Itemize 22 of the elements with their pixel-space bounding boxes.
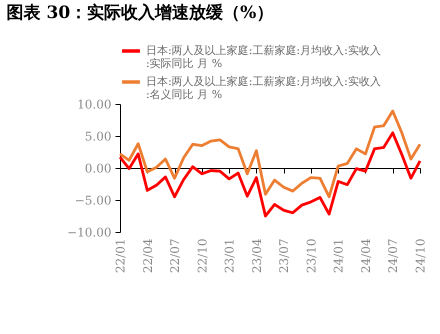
x-tick-label: 24/10 bbox=[414, 238, 428, 274]
x-tick-label: 24/04 bbox=[358, 238, 373, 274]
x-tick-label: 23/04 bbox=[250, 238, 264, 274]
x-tick-label: 23/07 bbox=[277, 238, 292, 274]
x-tick-label: 22/10 bbox=[195, 238, 210, 274]
x-tick-label: 22/07 bbox=[168, 238, 182, 274]
legend-label: 日本:两人及以上家庭:工薪家庭:月均收入:实收入:实际同比 月 % bbox=[146, 44, 381, 70]
y-tick-label: 0.00 bbox=[84, 162, 112, 176]
line-series bbox=[118, 110, 422, 198]
chart-title: 图表 30：实际收入增速放缓（%） bbox=[6, 3, 274, 23]
x-tick-label: 22/01 bbox=[114, 238, 128, 274]
x-tick-label: 24/07 bbox=[386, 238, 400, 274]
y-tick-label: 5.00 bbox=[84, 130, 112, 144]
line-series bbox=[118, 131, 422, 218]
x-tick-label: 24/01 bbox=[332, 238, 346, 274]
legend-label: 日本:两人及以上家庭:工薪家庭:月均收入:实收入:名义同比 月 % bbox=[146, 75, 381, 101]
y-tick-label: −10.00 bbox=[67, 226, 112, 240]
x-tick-label: 23/10 bbox=[304, 238, 318, 274]
y-tick-label: 10.00 bbox=[77, 98, 112, 112]
x-tick-label: 22/04 bbox=[140, 238, 155, 274]
y-tick-label: −5.00 bbox=[74, 194, 112, 208]
x-tick-label: 23/01 bbox=[222, 238, 237, 274]
